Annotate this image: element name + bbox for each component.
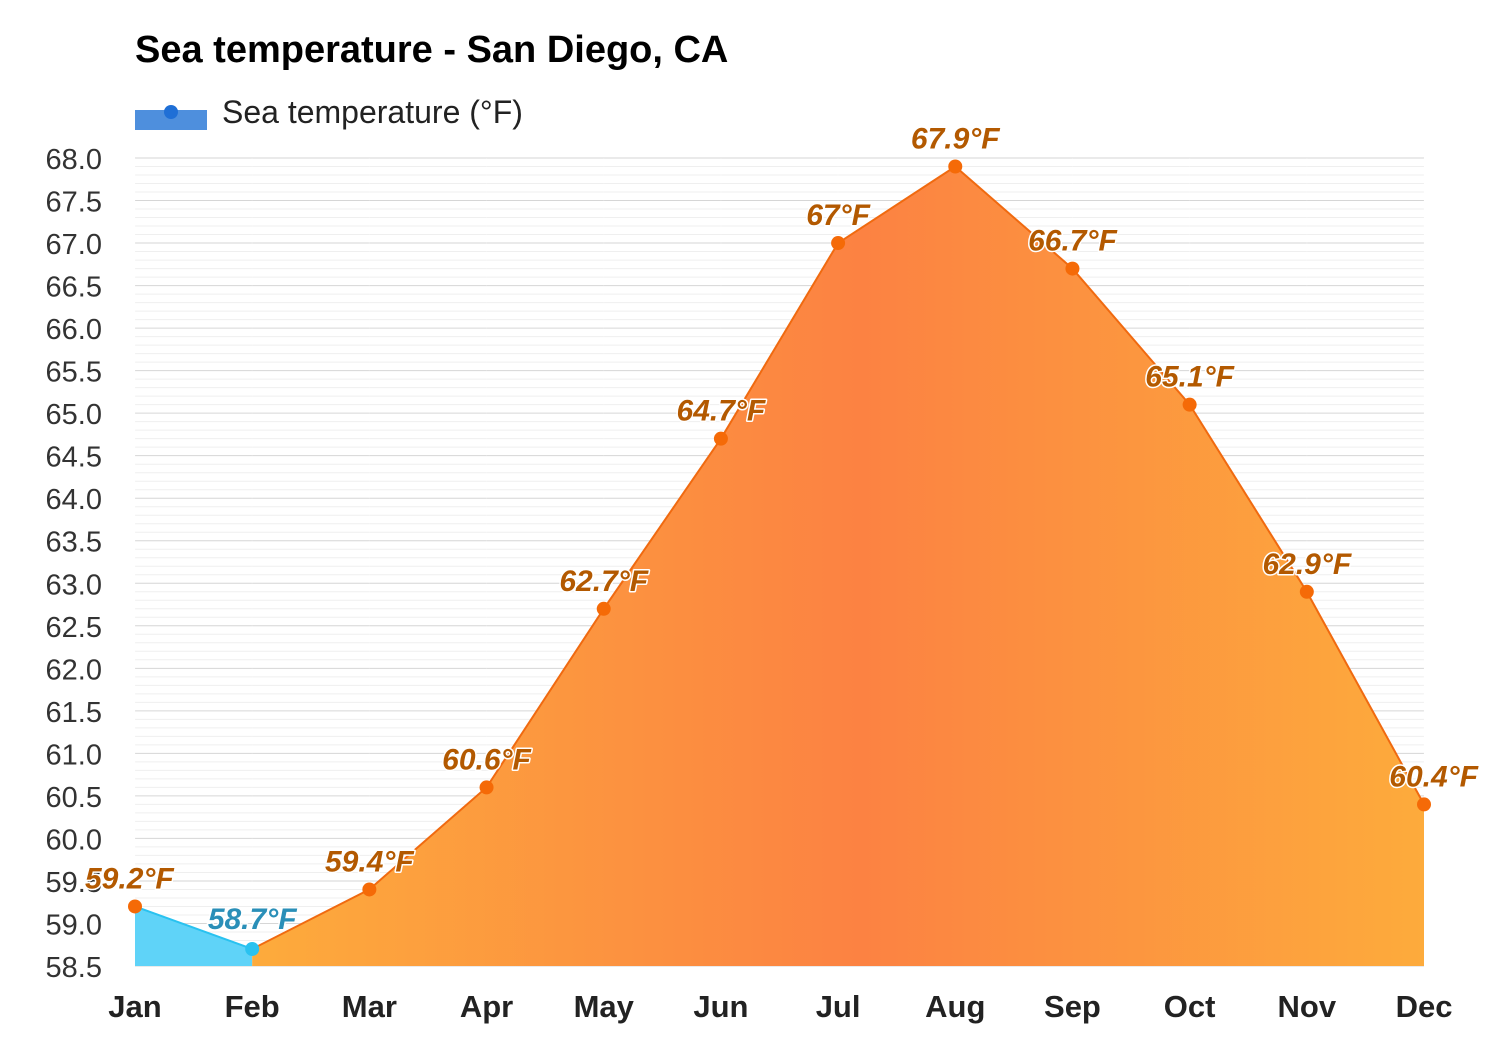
y-tick-label: 68.0 [46, 144, 102, 176]
y-tick-label: 67.0 [46, 229, 102, 261]
data-point [1065, 261, 1080, 276]
y-tick-label: 64.5 [46, 442, 102, 474]
data-label: 65.1°F [1145, 361, 1234, 394]
data-point [128, 899, 142, 914]
x-tick-label: May [574, 989, 635, 1024]
x-tick-label: Sep [1044, 989, 1101, 1024]
y-tick-label: 66.5 [46, 272, 102, 304]
data-label: 67.9°F [911, 123, 1000, 156]
data-label: 62.7°F [559, 565, 648, 598]
x-tick-label: Jun [693, 989, 748, 1024]
cold-area [135, 906, 253, 966]
y-tick-label: 66.0 [46, 314, 102, 346]
x-axis: Jan Feb Mar Apr May Jun Jul Aug Sep Oct Nov Dec [108, 989, 1452, 1024]
y-tick-label: 65.0 [46, 399, 102, 431]
data-label: 62.9°F [1262, 548, 1351, 581]
y-tick-label: 60.0 [46, 824, 102, 856]
data-label: 60.4°F [1389, 760, 1478, 793]
x-tick-label: Nov [1278, 989, 1337, 1024]
data-point [596, 601, 611, 616]
warm-area [252, 166, 1424, 967]
y-tick-label: 58.5 [46, 952, 102, 984]
y-tick-label: 61.0 [46, 739, 102, 771]
data-point [1299, 584, 1314, 599]
data-point [1182, 397, 1197, 412]
y-tick-label: 63.0 [46, 569, 102, 601]
y-tick-label: 65.5 [46, 357, 102, 389]
chart-title: Sea temperature - San Diego, CA [135, 29, 728, 71]
x-tick-label: Mar [342, 989, 397, 1024]
data-point [1417, 797, 1431, 812]
y-tick-label: 59.0 [46, 909, 102, 941]
data-label: 58.7°F [208, 903, 297, 936]
x-tick-label: Apr [460, 989, 513, 1024]
legend-label: Sea temperature (°F) [222, 94, 523, 130]
y-tick-label: 64.0 [46, 484, 102, 516]
data-point [362, 882, 377, 897]
data-label: 59.2°F [85, 862, 174, 895]
data-label: 60.6°F [442, 743, 531, 776]
y-tick-label: 63.5 [46, 527, 102, 559]
legend-swatch [135, 110, 207, 130]
legend[interactable]: Sea temperature (°F) [135, 94, 523, 130]
data-point [948, 159, 963, 174]
y-tick-label: 62.0 [46, 654, 102, 686]
x-tick-label: Aug [925, 989, 985, 1024]
data-label: 59.4°F [325, 845, 414, 878]
y-tick-label: 61.5 [46, 697, 102, 729]
legend-marker [164, 105, 178, 119]
data-point [245, 941, 260, 956]
cold-line [134, 905, 253, 950]
data-label: 64.7°F [677, 395, 766, 428]
y-tick-label: 62.5 [46, 612, 102, 644]
y-tick-label: 59.5 [46, 867, 102, 899]
data-point [713, 431, 728, 446]
data-point [831, 236, 846, 251]
x-tick-label: Feb [225, 989, 280, 1024]
data-point [479, 780, 494, 795]
y-tick-label: 67.5 [46, 187, 102, 219]
data-label: 67°F [806, 199, 870, 232]
data-labels: 59.2°F 58.7°F 59.4°F 60.6°F 62.7°F 64.7°F 67°F… [84, 121, 1481, 937]
x-tick-label: Oct [1164, 989, 1216, 1024]
x-tick-label: Jul [816, 989, 861, 1024]
x-tick-label: Dec [1396, 989, 1453, 1024]
data-label: 66.7°F [1028, 225, 1117, 258]
x-tick-label: Jan [108, 989, 161, 1024]
y-axis: 68.0 67.5 67.0 66.5 66.0 65.5 65.0 64.5 64.0 63.5… [46, 144, 102, 984]
y-tick-label: 60.5 [46, 782, 102, 814]
data-points [128, 159, 1431, 956]
